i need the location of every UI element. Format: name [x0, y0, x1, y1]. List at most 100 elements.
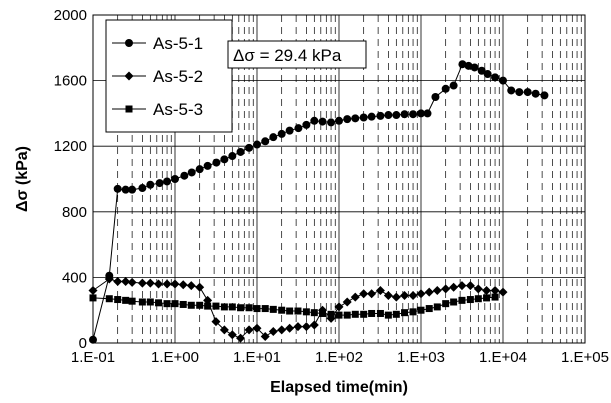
data-point	[269, 305, 277, 313]
data-point	[368, 309, 376, 317]
data-point	[515, 88, 524, 97]
data-point	[277, 325, 287, 335]
data-point	[409, 110, 418, 119]
data-point	[195, 165, 204, 174]
data-point	[171, 300, 179, 308]
data-point	[400, 290, 410, 300]
data-point	[359, 113, 368, 122]
data-point	[466, 296, 474, 304]
data-point	[417, 306, 425, 314]
data-point	[384, 111, 393, 120]
data-point	[441, 84, 450, 93]
data-point	[171, 175, 179, 183]
y-tick-label: 1200	[54, 138, 87, 155]
data-point	[327, 118, 336, 127]
y-tick-label: 800	[62, 204, 87, 221]
data-point	[252, 323, 262, 333]
legend-label: As-5-2	[153, 67, 203, 86]
data-point	[128, 297, 136, 305]
series-layer	[88, 60, 549, 344]
data-point	[293, 322, 303, 332]
data-point	[170, 279, 180, 289]
data-point	[204, 302, 212, 310]
data-point	[310, 116, 319, 125]
data-point	[458, 296, 466, 304]
data-point	[145, 278, 155, 288]
data-point	[416, 289, 426, 299]
data-point	[408, 290, 418, 300]
data-point	[424, 287, 434, 297]
data-point	[154, 279, 164, 289]
data-point	[449, 282, 459, 292]
data-point	[432, 286, 442, 296]
plot-border	[92, 14, 586, 344]
data-point	[450, 298, 458, 306]
data-point	[473, 284, 483, 294]
x-tick-label: 1.E+01	[233, 349, 281, 366]
x-tick-label: 1.E+03	[397, 349, 445, 366]
y-tick-label: 2000	[54, 7, 87, 24]
data-point	[104, 274, 114, 284]
data-point	[278, 306, 286, 314]
annotation-box	[227, 40, 367, 69]
data-point	[285, 126, 294, 135]
data-point	[277, 129, 286, 138]
data-point	[400, 110, 409, 119]
legend-label: As-5-3	[153, 100, 203, 119]
data-point	[474, 295, 482, 303]
y-axis-title: Δσ (kPa)	[14, 146, 31, 212]
data-point	[121, 277, 131, 286]
data-point	[244, 325, 254, 335]
data-point	[507, 86, 516, 95]
data-point	[327, 310, 335, 318]
legend-item: As-5-2	[112, 67, 203, 86]
data-point	[351, 114, 360, 123]
data-point	[146, 298, 154, 306]
data-point	[309, 320, 319, 330]
data-point	[269, 133, 278, 142]
data-point	[301, 322, 311, 332]
data-point	[286, 307, 294, 315]
data-point	[294, 124, 303, 133]
data-point	[458, 60, 467, 69]
data-point	[360, 310, 368, 318]
legend-label: As-5-1	[153, 34, 203, 53]
data-point	[483, 294, 491, 302]
data-point	[196, 301, 204, 309]
data-point	[465, 281, 475, 291]
data-point	[155, 299, 163, 307]
data-point	[384, 311, 392, 319]
x-tick-label: 1.E+05	[561, 349, 609, 366]
data-point	[219, 325, 229, 335]
data-point	[105, 295, 113, 303]
data-point	[367, 112, 376, 121]
data-point	[195, 282, 205, 292]
data-point	[482, 286, 492, 296]
data-point	[220, 303, 228, 311]
annotation-text: Δσ = 29.4 kPa	[233, 46, 342, 65]
data-point	[490, 286, 500, 296]
data-point	[310, 309, 318, 317]
legend: As-5-1 As-5-2 As-5-3	[105, 19, 233, 133]
data-point	[121, 185, 130, 194]
data-point	[318, 117, 327, 126]
y-tick-label: 0	[79, 335, 87, 352]
data-point	[253, 305, 261, 313]
legend-marker	[125, 105, 133, 113]
series-3	[89, 293, 499, 319]
data-point	[89, 294, 97, 302]
data-point	[89, 335, 97, 344]
data-point	[470, 63, 479, 72]
data-point	[540, 91, 549, 100]
data-point	[431, 93, 440, 101]
data-point	[113, 184, 122, 193]
y-tick-label: 400	[62, 269, 87, 286]
data-point	[383, 290, 393, 300]
data-point	[285, 323, 295, 333]
data-point	[423, 109, 432, 118]
x-tick-label: 1.E-01	[71, 349, 115, 366]
data-point	[268, 327, 278, 337]
x-tick-label: 1.E+04	[479, 349, 527, 366]
annotation: Δσ = 29.4 kPa	[227, 40, 367, 69]
